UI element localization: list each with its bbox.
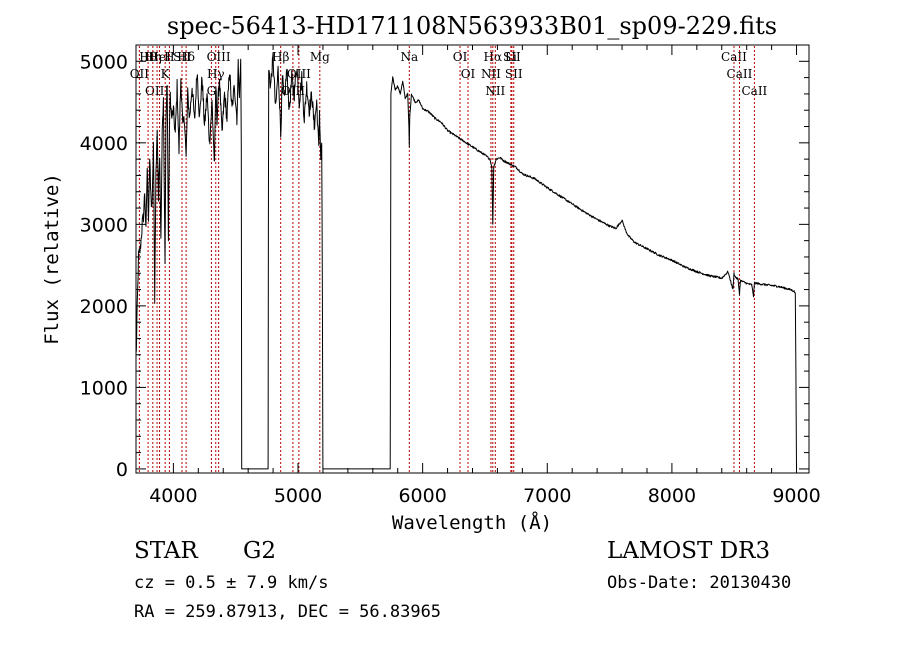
object-subclass: G2: [243, 538, 277, 564]
x-tick-label-4: 8000: [648, 485, 696, 507]
line-marker-label-23: SII: [505, 67, 523, 81]
line-marker-label-24: Li: [505, 50, 517, 64]
line-marker-label-5: Hη: [144, 50, 162, 64]
redshift-cz: cz = 0.5 ± 7.9 km/s: [134, 573, 329, 593]
x-tick-label-5: 9000: [772, 485, 820, 507]
line-marker-label-19: Hα: [484, 50, 503, 64]
y-tick-label-5: 5000: [80, 51, 128, 73]
line-marker-label-13: OIII: [287, 67, 311, 81]
line-marker-label-26: CaII: [727, 67, 753, 81]
y-tick-label-0: 0: [116, 459, 128, 481]
line-marker-label-25: CaII: [721, 50, 747, 64]
line-marker-label-17: OI: [453, 50, 468, 64]
line-marker-label-2: OIII: [145, 84, 169, 98]
x-tick-label-3: 7000: [523, 485, 571, 507]
series-line-spectrum: [135, 52, 797, 470]
x-tick-label-2: 6000: [398, 485, 446, 507]
y-tick-label-4: 4000: [80, 133, 128, 155]
line-marker-label-0: Hθ: [139, 50, 157, 64]
line-marker-label-15: Mg: [310, 50, 330, 64]
chart-title: spec-56413-HD171108N563933B01_sp09-229.f…: [167, 12, 777, 40]
axes: 4000 5000 6000 7000 8000 9000 0 1000 2000 3000 400…: [80, 45, 821, 507]
y-tick-label-2: 2000: [80, 296, 128, 318]
line-marker-label-10: Hγ: [207, 67, 225, 81]
series-layer: [135, 52, 797, 470]
y-axis-label: Flux (relative): [41, 173, 63, 345]
line-marker-label-27: CaII: [741, 84, 767, 98]
line-marker-label-16: Na: [400, 50, 418, 64]
observation-date: Obs-Date: 20130430: [607, 573, 792, 593]
x-tick-label-1: 5000: [274, 485, 322, 507]
y-tick-label-3: 3000: [80, 214, 128, 236]
line-marker-label-7: H: [164, 50, 174, 64]
survey-name: LAMOST DR3: [607, 538, 771, 564]
line-marker-label-22: SII: [503, 50, 521, 64]
x-axis-label: Wavelength (Å): [392, 511, 552, 534]
line-marker-label-12: Hβ: [272, 50, 289, 64]
line-marker-label-18: OI: [461, 67, 476, 81]
line-marker-label-21: NII: [485, 84, 505, 98]
line-marker-label-6: SII: [173, 50, 191, 64]
line-marker-label-9: OIII: [207, 50, 231, 64]
line-marker-label-4: K: [161, 67, 171, 81]
line-marker-label-20: NII: [481, 67, 501, 81]
line-marker-label-3: HeI: [148, 50, 171, 64]
object-type: STAR: [134, 538, 198, 564]
line-marker-label-1: OII: [130, 67, 150, 81]
line-marker-label-11: G: [207, 84, 217, 98]
line-marker-label-8: Hδ: [177, 50, 195, 64]
x-tick-label-0: 4000: [149, 485, 197, 507]
sky-coordinates: RA = 259.87913, DEC = 56.83965: [134, 602, 442, 622]
y-tick-label-1: 1000: [80, 377, 128, 399]
